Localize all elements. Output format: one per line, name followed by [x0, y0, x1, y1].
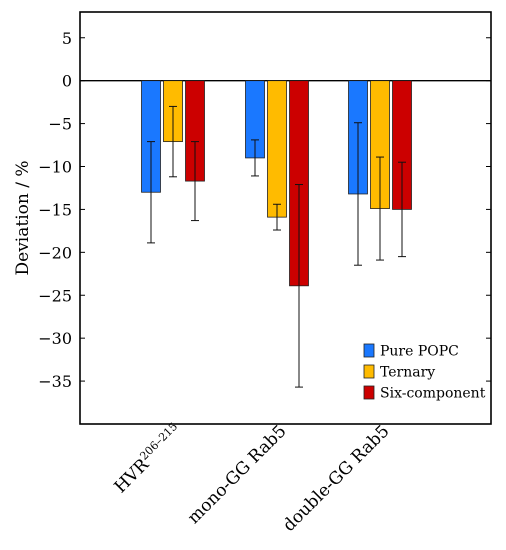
category-label: HVR206–215 [109, 420, 186, 497]
plot-frame [79, 11, 492, 425]
y-tick-label: 5 [62, 29, 72, 48]
bars [141, 80, 412, 287]
category-label: double-GG Rab5 [279, 421, 393, 535]
legend-label: Pure POPC [380, 344, 459, 360]
legend-label: Ternary [380, 365, 435, 381]
category-label-text: mono-GG Rab5 [184, 421, 291, 528]
y-tick-label: −5 [48, 115, 72, 134]
y-tick-label: −25 [38, 286, 72, 305]
y-axis-ticks: 5 0 −5 −10 −15 −20 −25 −30 −35 [38, 29, 491, 391]
y-tick-label: −15 [38, 200, 72, 219]
legend-box [355, 338, 482, 410]
legend-label: Six-component [380, 386, 486, 402]
y-axis-label: Deviation / % [13, 160, 33, 275]
legend-swatch [363, 343, 375, 358]
legend: Pure POPC Ternary Six-component [355, 338, 486, 410]
error-bars [147, 105, 406, 388]
y-tick-label: −30 [38, 329, 72, 348]
category-label-text: double-GG Rab5 [279, 421, 393, 535]
legend-swatch [363, 385, 375, 400]
category-label-superscript: 206–215 [137, 420, 180, 463]
category-label: mono-GG Rab5 [184, 421, 291, 528]
y-tick-label: −10 [38, 158, 72, 177]
legend-swatch [363, 364, 375, 379]
bar [267, 80, 287, 218]
y-tick-label: 0 [62, 72, 72, 91]
y-tick-label: −20 [38, 243, 72, 262]
y-tick-label: −35 [38, 372, 72, 391]
